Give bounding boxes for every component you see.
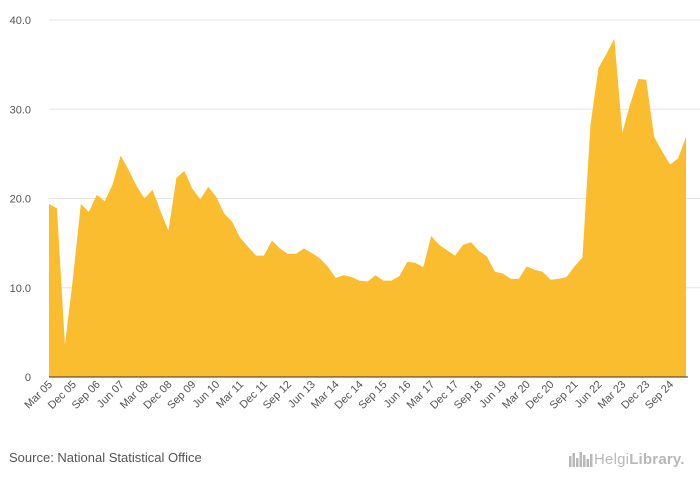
y-axis-tick-labels: 0 10.0 20.0 30.0 40.0 (10, 15, 31, 384)
y-tick-label: 0 (25, 372, 31, 384)
y-tick-label: 40.0 (10, 15, 31, 27)
series-area (49, 38, 686, 378)
source-note: Source: National Statistical Office (9, 450, 202, 465)
bookshelf-icon (569, 452, 593, 467)
y-tick-label: 20.0 (10, 194, 31, 206)
y-tick-label: 30.0 (10, 104, 31, 116)
y-tick-label: 10.0 (10, 283, 31, 295)
helgi-library-logo: HelgiLibrary. (568, 449, 685, 469)
logo-wordmark: HelgiLibrary. (594, 450, 685, 468)
